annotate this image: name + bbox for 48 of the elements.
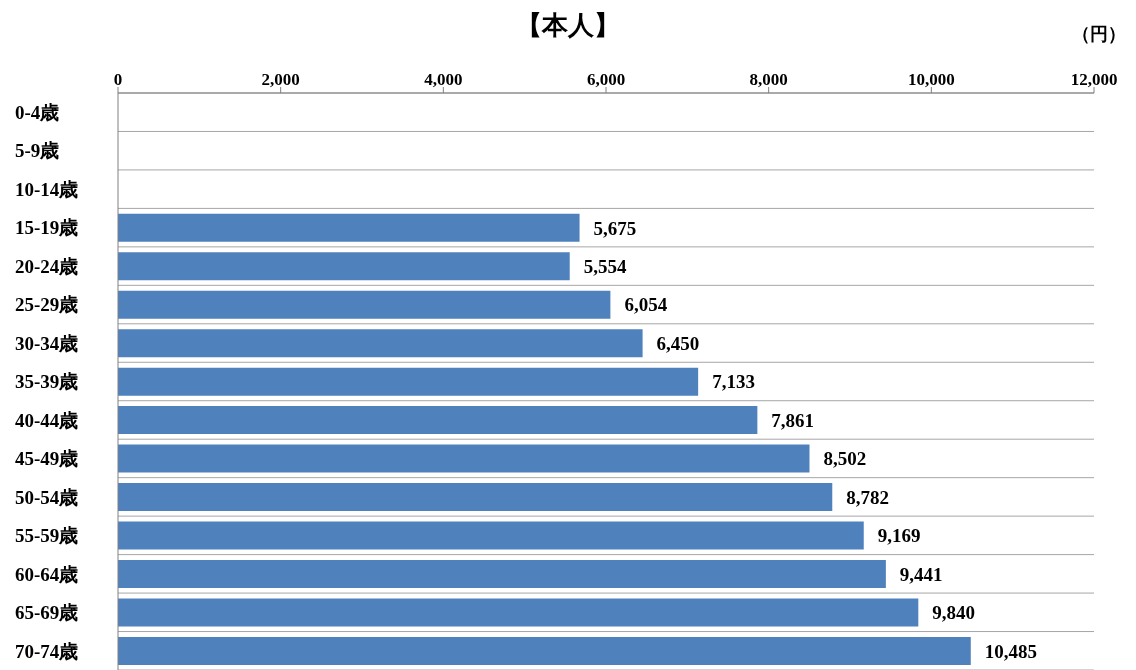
data-label: 7,133 <box>712 371 755 393</box>
y-tick-label: 70-74歳 <box>15 640 79 662</box>
y-tick-label: 60-64歳 <box>15 563 79 585</box>
y-tick-label: 55-59歳 <box>15 525 79 547</box>
x-tick-label: 0 <box>113 70 123 89</box>
bar <box>118 367 699 396</box>
data-label: 6,054 <box>624 294 668 316</box>
x-tick-label: 12,000 <box>1070 70 1118 89</box>
bar <box>118 444 810 473</box>
y-tick-label: 5-9歳 <box>15 140 60 162</box>
bar <box>118 598 919 627</box>
y-tick-label: 45-49歳 <box>15 448 79 470</box>
bar <box>118 559 886 588</box>
chart-title: 【本人】 <box>516 10 620 40</box>
y-tick-label: 30-34歳 <box>15 332 79 354</box>
x-tick-label: 2,000 <box>261 70 300 89</box>
y-tick-label: 35-39歳 <box>15 371 79 393</box>
data-label: 10,485 <box>984 640 1038 662</box>
data-label: 5,554 <box>583 256 627 277</box>
data-label: 5,675 <box>593 217 637 239</box>
data-label: 8,782 <box>846 486 890 508</box>
x-tick-label: 4,000 <box>424 70 463 89</box>
bar <box>118 636 971 665</box>
y-tick-label: 40-44歳 <box>15 409 79 431</box>
bar <box>118 329 643 358</box>
x-tick-label: 10,000 <box>907 70 955 89</box>
data-label: 8,502 <box>823 448 867 470</box>
y-tick-label: 65-69歳 <box>15 602 79 624</box>
x-tick-label: 8,000 <box>749 70 788 89</box>
y-tick-label: 15-19歳 <box>15 217 79 239</box>
y-tick-label: 50-54歳 <box>15 486 79 508</box>
y-tick-label: 25-29歳 <box>15 294 79 316</box>
data-label: 9,840 <box>932 602 976 624</box>
x-axis-title: （円） <box>1072 23 1126 46</box>
bar <box>118 252 570 281</box>
data-label: 9,441 <box>899 563 943 585</box>
y-tick-label: 10-14歳 <box>15 178 79 200</box>
y-tick-label: 0-4歳 <box>15 101 60 123</box>
x-tick-label: 6,000 <box>586 70 626 89</box>
y-tick-label: 20-24歳 <box>15 255 79 277</box>
bar <box>118 483 833 512</box>
bar <box>118 213 580 242</box>
data-label: 6,450 <box>656 332 700 354</box>
bar <box>118 406 758 435</box>
bar <box>118 521 864 550</box>
bar <box>118 290 611 319</box>
data-label: 7,861 <box>771 409 815 431</box>
data-label: 9,169 <box>877 525 921 547</box>
